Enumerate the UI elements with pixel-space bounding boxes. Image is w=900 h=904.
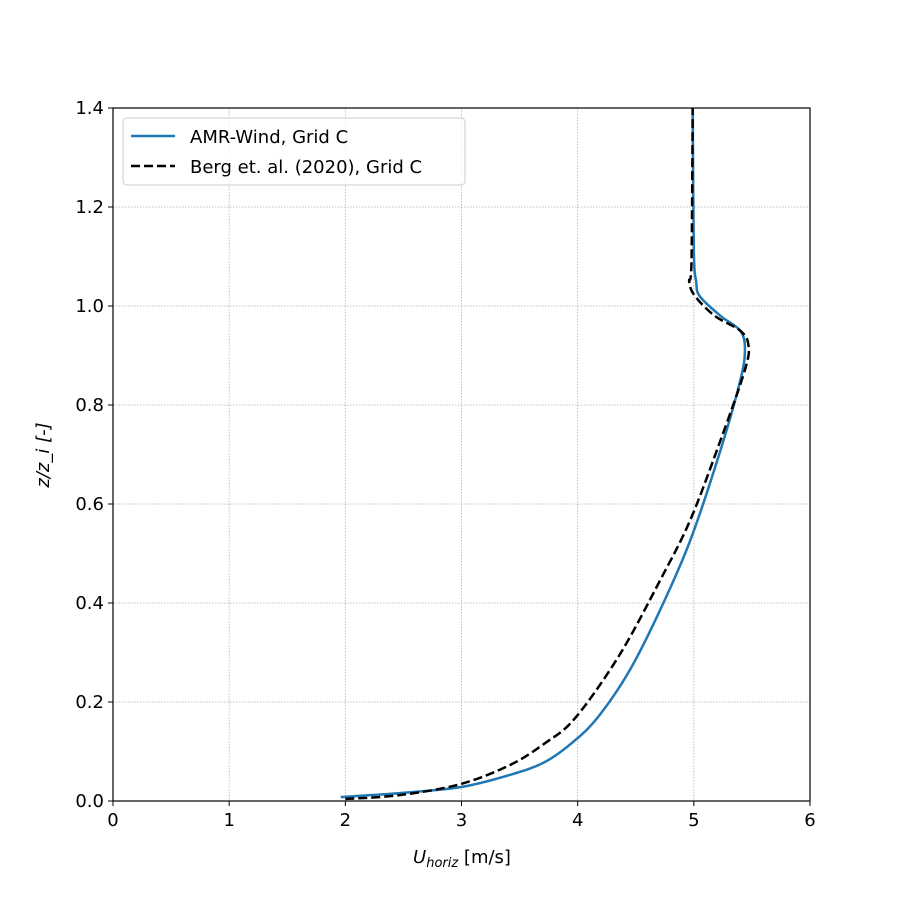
x-tick-label: 4 xyxy=(572,810,583,831)
legend-box xyxy=(122,117,466,186)
x-tick-label: 0 xyxy=(107,810,118,831)
y-tick-label: 0.6 xyxy=(75,494,104,515)
y-tick-label: 1.2 xyxy=(75,197,104,218)
grid xyxy=(112,107,811,802)
y-tick-label: 1.0 xyxy=(75,296,104,317)
legend-label-berg: Berg et. al. (2020), Grid C xyxy=(190,157,422,178)
y-tick-label: 0.8 xyxy=(75,395,104,416)
y-tick-label: 1.4 xyxy=(75,98,104,119)
y-tick-label: 0.2 xyxy=(75,692,104,713)
y-tick-label: 0.4 xyxy=(75,593,104,614)
x-tick-label: 6 xyxy=(804,810,815,831)
x-tick-label: 2 xyxy=(340,810,351,831)
x-tick-label: 3 xyxy=(456,810,467,831)
legend-label-amr-wind: AMR-Wind, Grid C xyxy=(190,127,348,148)
ticks: 0 1 2 3 4 5 6 0.0 0.2 0.4 0.6 0.8 1.0 1.2 1.4 xyxy=(75,98,815,831)
series-line-1 xyxy=(345,107,751,801)
x-tick-label: 5 xyxy=(688,810,699,831)
y-axis-label: z/z_i [-] xyxy=(33,422,54,488)
series-lines xyxy=(340,107,751,801)
x-axis-label: Uhoriz [m/s] xyxy=(413,847,511,871)
legend: AMR-Wind, Grid C Berg et. al. (2020), Gr… xyxy=(122,117,466,186)
y-tick-label: 0.0 xyxy=(75,791,104,812)
x-tick-label: 1 xyxy=(223,810,234,831)
series-line-0 xyxy=(340,107,747,799)
